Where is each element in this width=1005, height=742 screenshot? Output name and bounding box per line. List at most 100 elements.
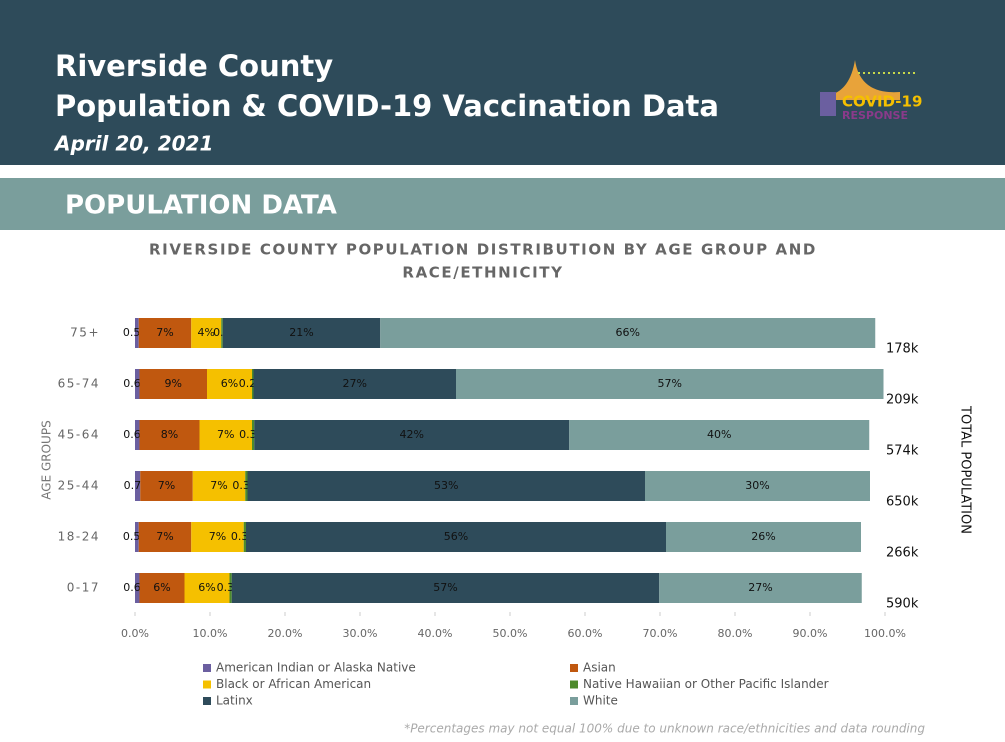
- bar-segment: [139, 369, 207, 399]
- x-tick-label: 40.0%: [418, 627, 453, 640]
- total-label: 209k: [886, 393, 919, 408]
- bar-segment: [222, 318, 381, 348]
- data-label: 7%: [158, 479, 175, 492]
- legend-swatch: [570, 664, 578, 672]
- section-title: POPULATION DATA: [65, 191, 337, 221]
- bar-segment: [247, 471, 645, 501]
- data-label: 7%: [209, 530, 226, 543]
- data-label: 66%: [616, 326, 640, 339]
- bar-segment: [645, 471, 870, 501]
- data-label: 6%: [153, 581, 170, 594]
- bar-segment: [231, 573, 660, 603]
- y-tick-label: 18-24: [58, 530, 100, 544]
- data-label: 57%: [658, 377, 682, 390]
- data-label: 21%: [289, 326, 313, 339]
- x-tick-label: 0.0%: [121, 627, 149, 640]
- footnote: *Percentages may not equal 100% due to u…: [404, 722, 925, 736]
- legend-swatch: [203, 697, 211, 705]
- bar-segment: [135, 318, 139, 348]
- legend-label: Latinx: [216, 694, 253, 708]
- legend-swatch: [570, 680, 578, 689]
- legend-swatch: [203, 680, 211, 689]
- data-label: 27%: [343, 377, 367, 390]
- data-label: 30%: [745, 479, 769, 492]
- bar-segment: [138, 522, 192, 552]
- legend-label: Asian: [583, 661, 616, 675]
- legend-swatch: [570, 697, 578, 705]
- bar-segment: [659, 573, 862, 603]
- total-label: 178k: [886, 342, 919, 357]
- legend-label: Native Hawaiian or Other Pacific Islande…: [583, 677, 829, 691]
- data-label: 6%: [198, 581, 215, 594]
- data-label: 27%: [748, 581, 772, 594]
- bar-segment: [246, 522, 666, 552]
- bar-segment: [380, 318, 876, 348]
- bar-segment: [184, 573, 230, 603]
- data-label: 42%: [400, 428, 424, 441]
- bar-segment: [135, 471, 141, 501]
- bar-segment: [135, 369, 140, 399]
- bar-segment: [569, 420, 870, 450]
- section-band: [0, 178, 1005, 230]
- x-tick-label: 90.0%: [793, 627, 828, 640]
- data-label: 40%: [707, 428, 731, 441]
- total-label: 650k: [886, 495, 919, 510]
- bar-segment: [666, 522, 861, 552]
- data-label: 53%: [434, 479, 458, 492]
- data-label: 7%: [210, 479, 227, 492]
- logo-text: RESPONSE: [842, 109, 908, 122]
- x-tick-label: 30.0%: [343, 627, 378, 640]
- bar-segment: [139, 573, 185, 603]
- logo-shape: [830, 60, 900, 100]
- total-label: 590k: [886, 597, 919, 612]
- bar-segment: [254, 420, 570, 450]
- data-label: 57%: [433, 581, 457, 594]
- legend-label: White: [583, 694, 618, 708]
- total-label: 574k: [886, 444, 919, 459]
- bar-segment: [199, 420, 252, 450]
- title-line: Population & COVID-19 Vaccination Data: [55, 89, 719, 123]
- y2-axis-label: TOTAL POPULATION: [958, 405, 973, 534]
- data-label: 6%: [221, 377, 238, 390]
- bar-segment: [252, 369, 254, 399]
- legend-label: American Indian or Alaska Native: [216, 661, 416, 675]
- y-tick-label: 25-44: [58, 479, 100, 493]
- bar-segment: [192, 471, 246, 501]
- logo-block: [820, 92, 836, 116]
- chart-title: RACE/ETHNICITY: [402, 264, 563, 282]
- bar-segment: [138, 318, 192, 348]
- total-label: 266k: [886, 546, 919, 561]
- data-label: 7%: [217, 428, 234, 441]
- x-tick-label: 70.0%: [643, 627, 678, 640]
- x-tick-label: 80.0%: [718, 627, 753, 640]
- data-label: 9%: [165, 377, 182, 390]
- bar-segment: [135, 522, 139, 552]
- x-tick-label: 60.0%: [568, 627, 603, 640]
- bar-segment: [221, 318, 223, 348]
- bar-segment: [191, 522, 244, 552]
- bar-segment: [229, 573, 232, 603]
- logo-text: COVID-19: [842, 93, 922, 111]
- data-label: 7%: [156, 326, 173, 339]
- logo: COVID-19 RESPONSE: [820, 60, 922, 122]
- bar-segment: [191, 318, 222, 348]
- x-tick-label: 50.0%: [493, 627, 528, 640]
- bar-segment: [243, 522, 246, 552]
- x-tick-label: 20.0%: [268, 627, 303, 640]
- legend-label: Black or African American: [216, 677, 371, 691]
- data-label: 4%: [198, 326, 215, 339]
- bar-segment: [135, 573, 140, 603]
- x-tick-label: 100.0%: [864, 627, 906, 640]
- data-label: 56%: [444, 530, 468, 543]
- y-tick-label: 45-64: [58, 428, 100, 442]
- date: April 20, 2021: [53, 132, 213, 156]
- data-label: 7%: [156, 530, 173, 543]
- y-tick-label: 65-74: [58, 377, 100, 391]
- y-axis-label: AGE GROUPS: [40, 420, 54, 499]
- data-label: 26%: [751, 530, 775, 543]
- bar-segment: [207, 369, 252, 399]
- bar-segment: [253, 369, 456, 399]
- y-tick-label: 75+: [70, 326, 100, 340]
- bar-segment: [456, 369, 884, 399]
